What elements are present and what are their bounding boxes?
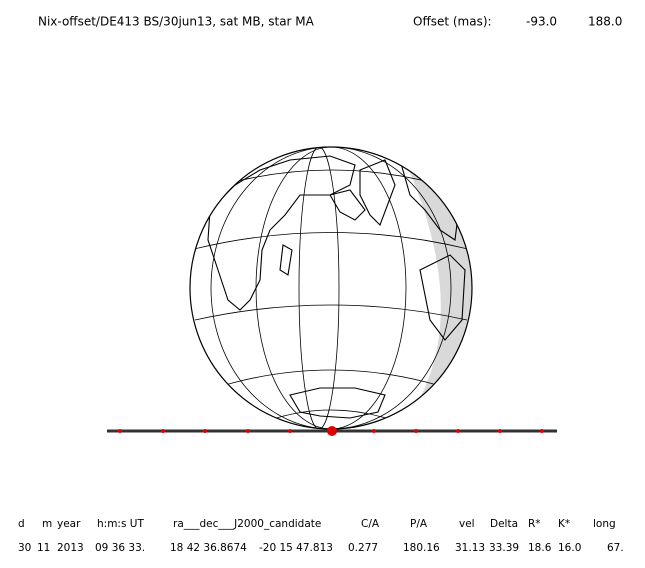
column-header: year [57, 518, 81, 530]
australia [419, 254, 466, 341]
track-dot [414, 429, 418, 433]
parallel [194, 304, 468, 321]
cell: 180.16 [403, 542, 440, 554]
table-row: 30 11 2013 09 36 33. 18 42 36.8674 -20 1… [18, 542, 624, 554]
equator [190, 232, 472, 251]
cell: 18.6 [528, 542, 552, 554]
column-header: h:m:s UT [97, 518, 144, 530]
column-header: long [593, 518, 616, 530]
column-header: Delta [490, 518, 518, 530]
arabia [329, 189, 366, 221]
cell: 30 [18, 542, 31, 554]
column-header: P/A [410, 518, 428, 530]
track-dot [372, 429, 376, 433]
offset-x: -93.0 [526, 15, 557, 29]
track-dot [161, 429, 165, 433]
cell: 33.39 [489, 542, 519, 554]
track-dot [118, 429, 122, 433]
cell: 31.13 [455, 542, 485, 554]
column-header: d [18, 518, 25, 530]
column-header: R* [528, 518, 541, 530]
column-header: C/A [361, 518, 380, 530]
offset-y: 188.0 [588, 15, 622, 29]
column-header: K* [558, 518, 570, 530]
cell: 16.0 [558, 542, 581, 554]
column-header: vel [459, 518, 475, 530]
parallel [224, 369, 438, 386]
track-dot [540, 429, 544, 433]
closest-approach [327, 426, 337, 436]
madagascar [279, 244, 293, 276]
parallel [269, 409, 393, 421]
track-dot [203, 429, 207, 433]
shadow-track [107, 426, 557, 436]
india [359, 159, 396, 226]
offset-label: Offset (mas): [413, 15, 492, 29]
column-header: ra___dec___J2000_candidate [173, 518, 321, 530]
track-dot [288, 429, 292, 433]
africa [207, 155, 356, 311]
track-dot [246, 429, 250, 433]
cell: 11 [37, 542, 50, 554]
column-header: m [42, 518, 52, 530]
cell: -20 15 47.813 [259, 542, 333, 554]
antarctica [289, 387, 386, 419]
cell: 0.277 [348, 542, 378, 554]
meridian [298, 147, 340, 429]
meridian [210, 147, 452, 429]
cell: 18 42 36.8674 [170, 542, 247, 554]
track-dot [498, 429, 502, 433]
track-dot [456, 429, 460, 433]
table-header: d m year h:m:s UT ra___dec___J2000_candi… [18, 518, 616, 530]
map-title: Nix-offset/DE413 BS/30jun13, sat MB, sta… [38, 15, 315, 29]
cell: 09 36 33. [95, 542, 145, 554]
cell: 2013 [57, 542, 84, 554]
cell: 67. [607, 542, 624, 554]
